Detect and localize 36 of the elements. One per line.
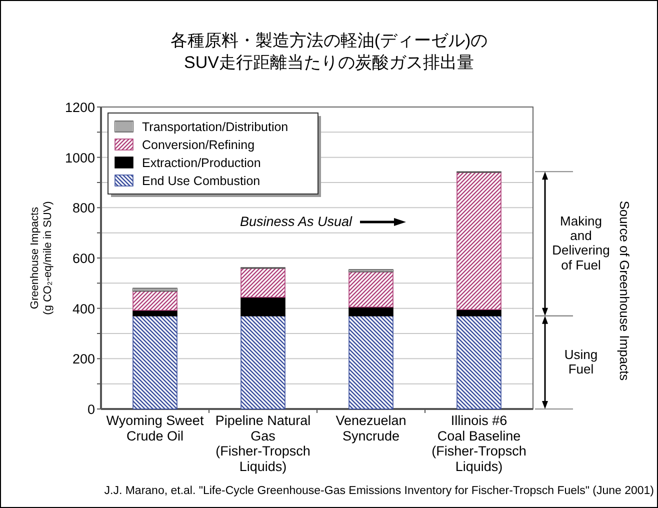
y-tick-label: 600: [72, 251, 95, 266]
x-tick-label: Wyoming Sweet Crude Oil: [106, 413, 204, 444]
bar: [132, 290, 178, 311]
annotation: Business As Usual: [240, 214, 353, 229]
bar: [240, 315, 286, 410]
legend-label: Transportation/Distribution: [142, 120, 288, 134]
x-tick-label: Pipeline Natural Gas (Fisher-Tropsch Liquids): [215, 413, 311, 474]
text: J.J. Marano, et.al. "Life-Cycle Greenhouse-Gas Emissions Inventory for Fischer-Tropsch Fuels" (June 2001): [104, 485, 654, 497]
text: Using Fuel: [564, 346, 598, 377]
y-tick-label: 1000: [64, 150, 95, 166]
chart-title: 各種原料・製造方法の軽油(ディーゼル)の SUV走行距離当たりの炭酸ガス排出量: [170, 31, 488, 72]
y-tick-label: 800: [72, 200, 95, 216]
legend-label: Extraction/Production: [142, 156, 261, 170]
y-tick-label: 0: [87, 402, 95, 417]
y-tick-label: 200: [72, 352, 95, 367]
source-note: Source of Greenhouse Impacts: [617, 200, 632, 382]
text: Making and Delivering of Fuel: [552, 213, 610, 272]
bar: [348, 269, 394, 272]
bar: [456, 315, 502, 410]
y-tick-label: 400: [72, 301, 95, 316]
bar: [456, 309, 502, 316]
bar: [132, 288, 178, 292]
bar: [240, 268, 286, 298]
bar: [348, 306, 394, 316]
bar: [348, 315, 394, 410]
bar: [456, 172, 502, 310]
y-tick-label: 1200: [64, 100, 95, 115]
legend-label: Conversion/Refining: [142, 138, 255, 152]
legend-label: End Use Combustion: [142, 174, 260, 188]
bar: [348, 271, 394, 308]
bar: [132, 310, 178, 316]
y-axis-title: Greenhouse Impacts (g CO₂-eq/mile in SUV): [29, 201, 54, 315]
bar: [240, 296, 286, 316]
x-tick-label: Venezuelan Syncrude: [336, 413, 406, 444]
bar: [132, 315, 178, 410]
x-tick-label: Illinois #6 Coal Baseline (Fisher-Tropsch Liquids): [432, 413, 526, 474]
